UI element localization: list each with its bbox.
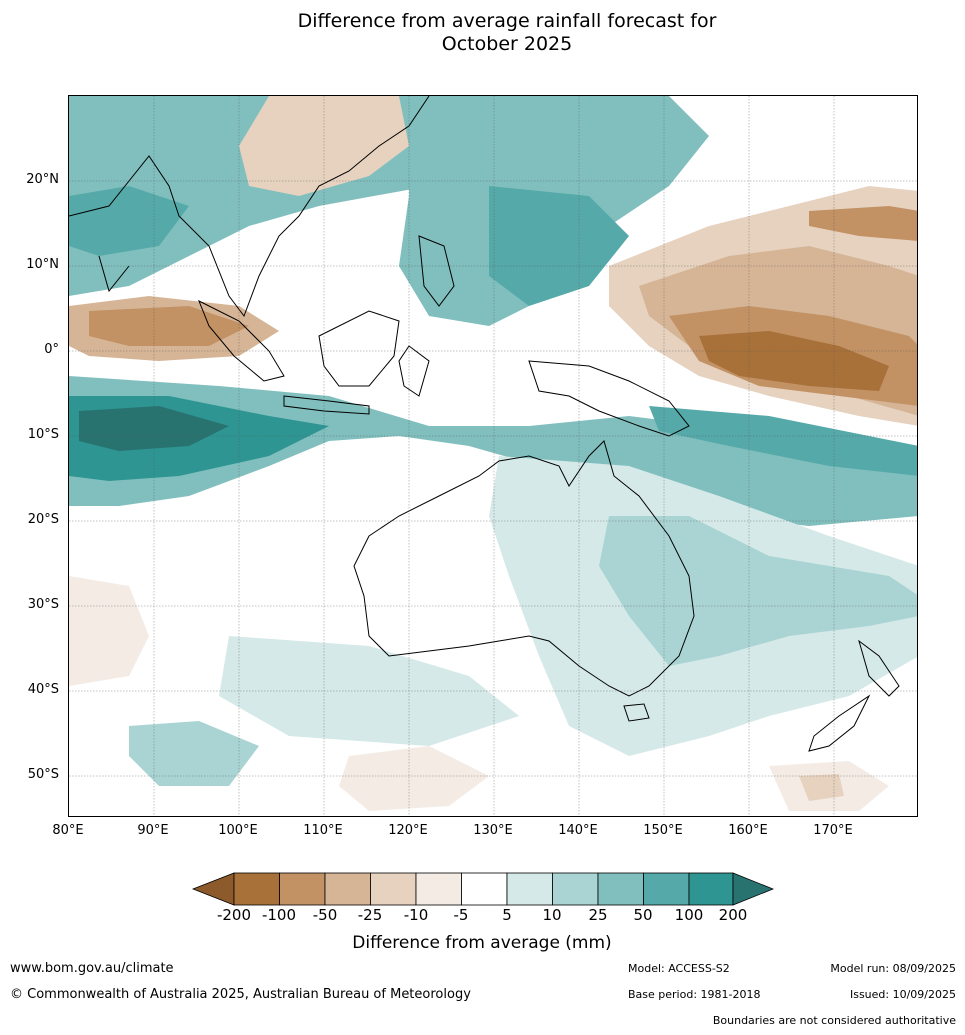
colorbar-bin-teal-100 bbox=[688, 872, 734, 906]
lon-label-170e: 170°E bbox=[813, 823, 853, 838]
colorbar-bin-teal-5 bbox=[506, 872, 553, 906]
lon-label-150e: 150°E bbox=[643, 823, 683, 838]
colorbar-tick-minus-200: -200 bbox=[216, 906, 252, 924]
colorbar-tick-50: 50 bbox=[633, 906, 653, 924]
lat-label-30s: 30°S bbox=[27, 597, 59, 612]
colorbar-tick-minus-10: -10 bbox=[403, 906, 429, 924]
footer-disclaimer: Boundaries are not considered authoritat… bbox=[712, 1014, 956, 1027]
colorbar-bin-teal-10 bbox=[552, 872, 599, 906]
lon-label-130e: 130°E bbox=[473, 823, 513, 838]
colorbar-bin-brown-100 bbox=[279, 872, 326, 906]
lon-label-140e: 140°E bbox=[558, 823, 598, 838]
colorbar-tick-25: 25 bbox=[588, 906, 608, 924]
lat-label-10s: 10°S bbox=[27, 427, 59, 442]
lon-label-120e: 120°E bbox=[388, 823, 428, 838]
lon-label-100e: 100°E bbox=[218, 823, 258, 838]
chart-title: Difference from average rainfall forecas… bbox=[0, 10, 965, 56]
lat-label-10n: 10°N bbox=[26, 257, 59, 272]
colorbar-bin-neutral bbox=[461, 872, 508, 906]
footer-issued: Issued: 10/09/2025 bbox=[849, 988, 956, 1001]
lon-label-90e: 90°E bbox=[137, 823, 169, 838]
lat-label-0: 0° bbox=[44, 342, 59, 357]
colorbar-bin-teal-25 bbox=[597, 872, 644, 906]
colorbar-tick-minus-50: -50 bbox=[312, 906, 338, 924]
colorbar-tick-200: 200 bbox=[718, 906, 748, 924]
title-line-1: Difference from average rainfall forecas… bbox=[297, 10, 717, 32]
footer-model-run: Model run: 08/09/2025 bbox=[830, 962, 956, 975]
footer-copyright: © Commonwealth of Australia 2025, Austra… bbox=[10, 987, 471, 1002]
footer-base-period: Base period: 1981-2018 bbox=[628, 988, 761, 1001]
colorbar-arrow-left bbox=[192, 872, 235, 906]
colorbar-bin-brown-25 bbox=[370, 872, 417, 906]
lon-label-160e: 160°E bbox=[728, 823, 768, 838]
lon-label-110e: 110°E bbox=[303, 823, 343, 838]
rainfall-map bbox=[68, 95, 918, 817]
colorbar-tick-minus-100: -100 bbox=[261, 906, 297, 924]
footer-model: Model: ACCESS-S2 bbox=[628, 962, 730, 975]
colorbar-tick-100: 100 bbox=[674, 906, 704, 924]
lat-label-50s: 50°S bbox=[27, 767, 59, 782]
lat-label-20n: 20°N bbox=[26, 172, 59, 187]
colorbar-tick-10: 10 bbox=[542, 906, 562, 924]
lat-label-20s: 20°S bbox=[27, 512, 59, 527]
colorbar-bin-brown-50 bbox=[324, 872, 371, 906]
map-canvas bbox=[69, 96, 917, 816]
colorbar-arrow-right bbox=[732, 872, 774, 906]
legend-colorbar bbox=[192, 872, 774, 906]
colorbar-tick-minus-25: -25 bbox=[357, 906, 383, 924]
colorbar-label: Difference from average (mm) bbox=[352, 933, 612, 953]
colorbar-tick-minus-5: -5 bbox=[453, 906, 469, 924]
colorbar-bin-brown-200 bbox=[233, 872, 280, 906]
colorbar-tick-5: 5 bbox=[502, 906, 512, 924]
colorbar-bin-brown-10 bbox=[415, 872, 462, 906]
lon-label-80e: 80°E bbox=[52, 823, 84, 838]
title-line-2: October 2025 bbox=[441, 33, 573, 55]
footer-url: www.bom.gov.au/climate bbox=[10, 961, 174, 976]
lat-label-40s: 40°S bbox=[27, 682, 59, 697]
colorbar-bin-teal-50 bbox=[643, 872, 690, 906]
